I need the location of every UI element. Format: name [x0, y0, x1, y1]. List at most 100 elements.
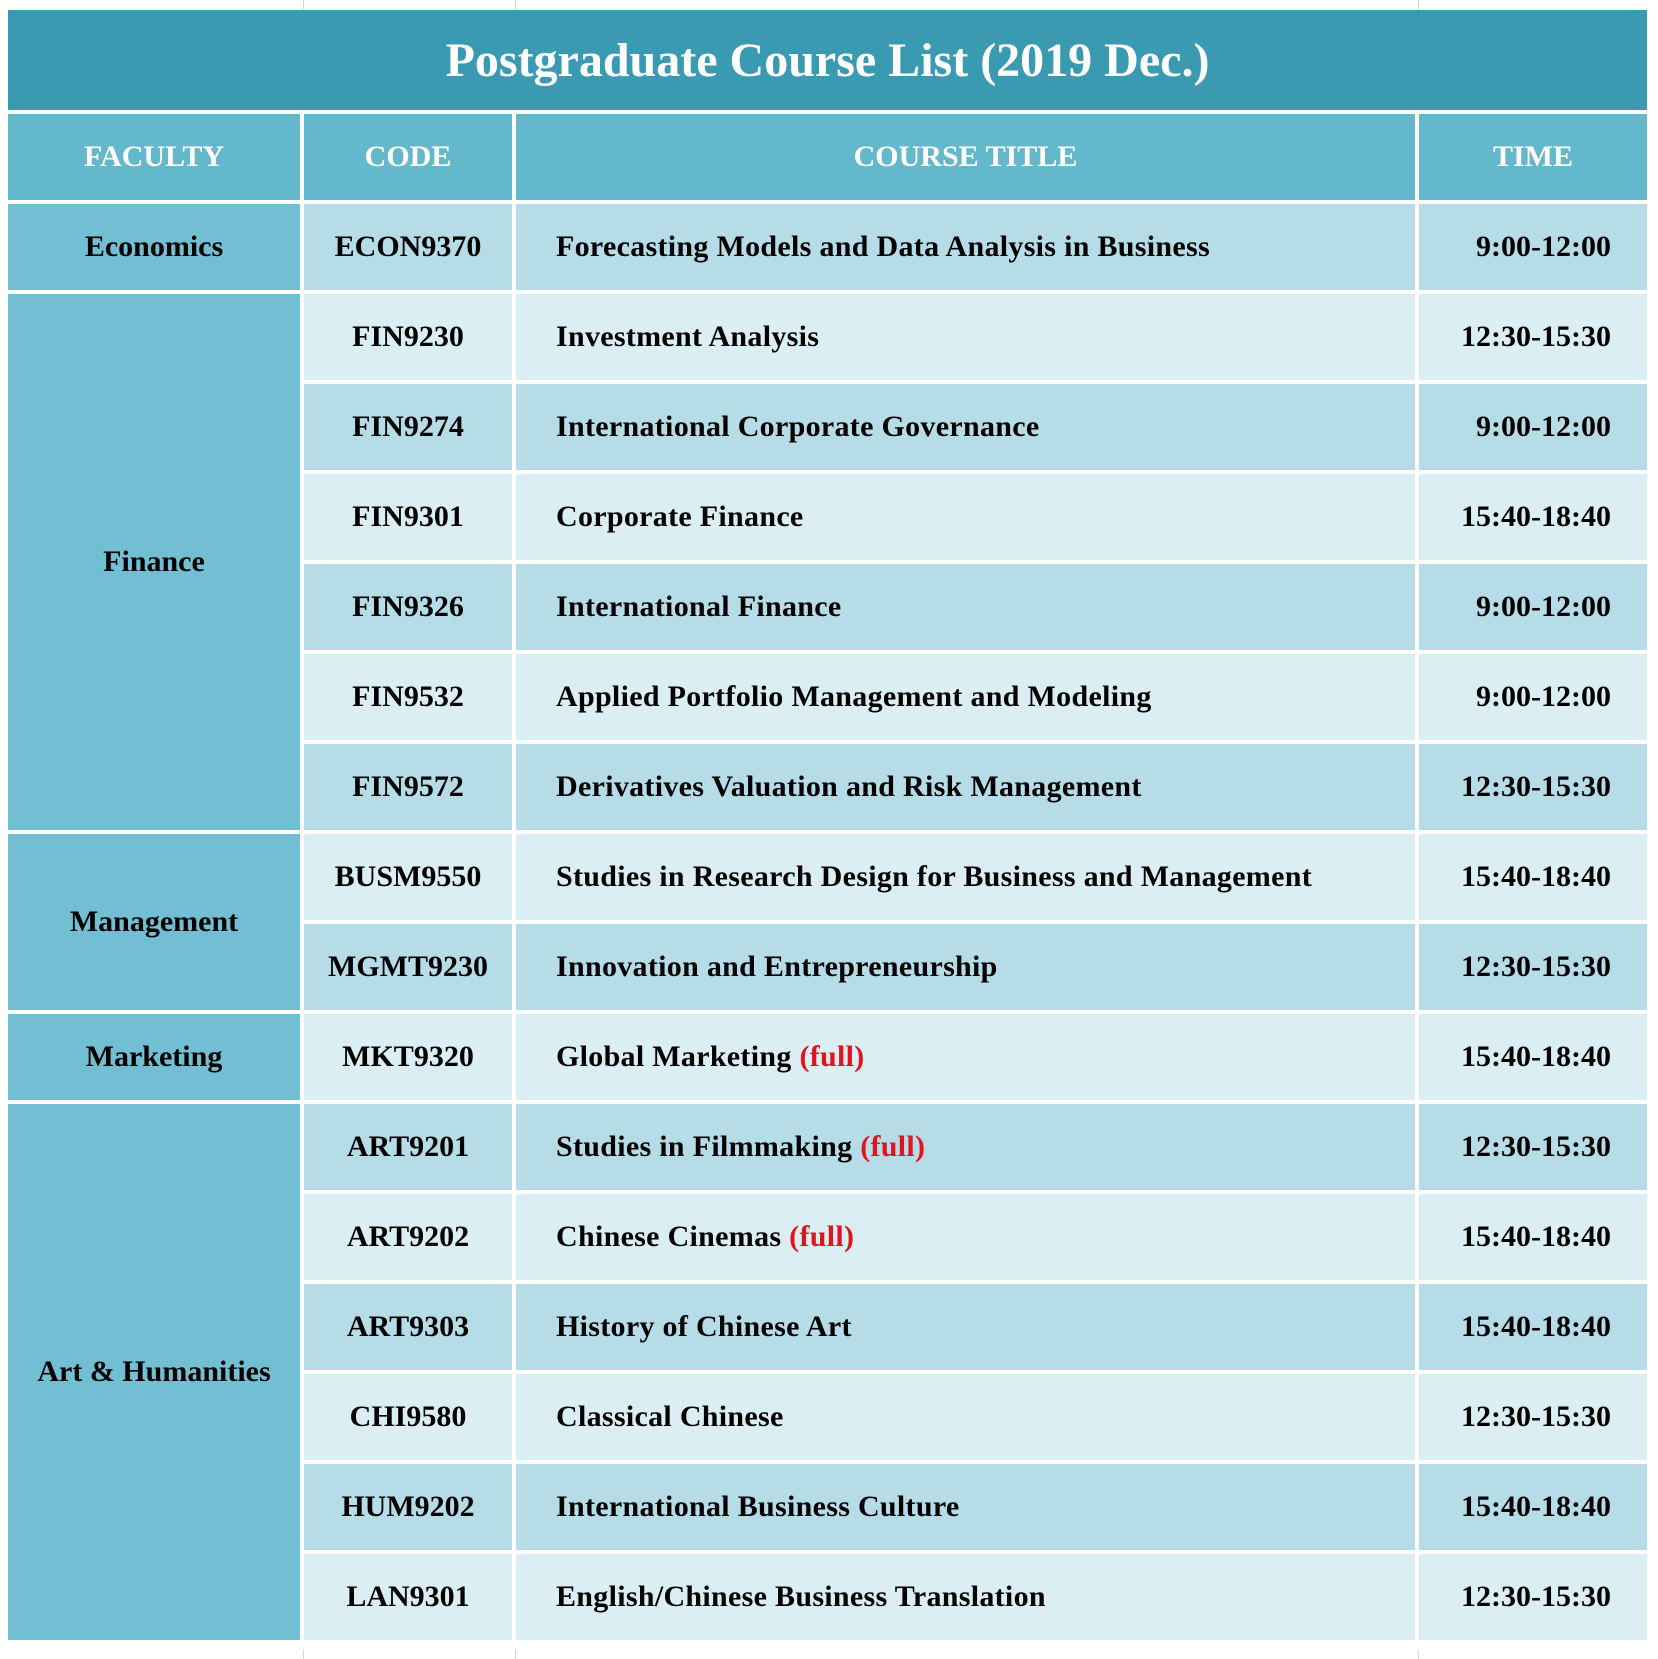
course-title-cell: Studies in Research Design for Business … — [516, 834, 1415, 920]
course-code: ART9303 — [304, 1284, 512, 1370]
course-table: Postgraduate Course List (2019 Dec.) FAC… — [4, 6, 1651, 1644]
course-code: FIN9301 — [304, 474, 512, 560]
gridline — [1418, 0, 1419, 10]
table-row: ART9303 History of Chinese Art 15:40-18:40 — [8, 1284, 1647, 1370]
course-code: FIN9572 — [304, 744, 512, 830]
course-title-cell: Global Marketing (full) — [516, 1014, 1415, 1100]
course-code: ECON9370 — [304, 204, 512, 290]
course-time: 9:00-12:00 — [1419, 564, 1647, 650]
course-time: 12:30-15:30 — [1419, 1104, 1647, 1190]
course-time: 15:40-18:40 — [1419, 1284, 1647, 1370]
course-time: 9:00-12:00 — [1419, 384, 1647, 470]
course-title: Forecasting Models and Data Analysis in … — [556, 230, 1210, 263]
course-title: Global Marketing — [556, 1040, 792, 1073]
course-title: Chinese Cinemas — [556, 1220, 782, 1253]
course-title-cell: English/Chinese Business Translation — [516, 1554, 1415, 1640]
course-title-cell: Investment Analysis — [516, 294, 1415, 380]
table-title: Postgraduate Course List (2019 Dec.) — [8, 10, 1647, 110]
course-title-cell: Innovation and Entrepreneurship — [516, 924, 1415, 1010]
gridline — [303, 1650, 304, 1659]
table-row: FIN9274 International Corporate Governanc… — [8, 384, 1647, 470]
course-title: Investment Analysis — [556, 320, 820, 353]
header-course-title: COURSE TITLE — [516, 114, 1415, 200]
table-row: FIN9326 International Finance 9:00-12:00 — [8, 564, 1647, 650]
course-code: ART9202 — [304, 1194, 512, 1280]
course-title: International Corporate Governance — [556, 410, 1040, 443]
table-row: LAN9301 English/Chinese Business Translat… — [8, 1554, 1647, 1640]
course-code: FIN9274 — [304, 384, 512, 470]
course-code: HUM9202 — [304, 1464, 512, 1550]
table-row: FIN9532 Applied Portfolio Management and … — [8, 654, 1647, 740]
table-row: CHI9580 Classical Chinese 12:30-15:30 — [8, 1374, 1647, 1460]
course-title: English/Chinese Business Translation — [556, 1580, 1046, 1613]
faculty-cell: Marketing — [8, 1014, 300, 1100]
course-title-cell: International Finance — [516, 564, 1415, 650]
header-faculty: FACULTY — [8, 114, 300, 200]
course-title: International Finance — [556, 590, 842, 623]
course-time: 12:30-15:30 — [1419, 924, 1647, 1010]
full-badge: (full) — [860, 1130, 926, 1163]
course-time: 12:30-15:30 — [1419, 294, 1647, 380]
course-title-cell: International Corporate Governance — [516, 384, 1415, 470]
course-title-cell: Derivatives Valuation and Risk Managemen… — [516, 744, 1415, 830]
header-row: FACULTY CODE COURSE TITLE TIME — [8, 114, 1647, 200]
course-title: Derivatives Valuation and Risk Managemen… — [556, 770, 1142, 803]
course-time: 12:30-15:30 — [1419, 1374, 1647, 1460]
faculty-cell: Art & Humanities — [8, 1104, 300, 1640]
course-code: FIN9532 — [304, 654, 512, 740]
course-time: 9:00-12:00 — [1419, 204, 1647, 290]
course-title-cell: Corporate Finance — [516, 474, 1415, 560]
course-time: 15:40-18:40 — [1419, 834, 1647, 920]
course-time: 15:40-18:40 — [1419, 1194, 1647, 1280]
course-time: 15:40-18:40 — [1419, 474, 1647, 560]
table-row: Art & Humanities ART9201 Studies in Filmma… — [8, 1104, 1647, 1640]
course-time: 15:40-18:40 — [1419, 1014, 1647, 1100]
course-title: Studies in Filmmaking — [556, 1130, 853, 1163]
course-title: Applied Portfolio Management and Modelin… — [556, 680, 1152, 713]
gridline — [515, 1650, 516, 1659]
course-title-cell: History of Chinese Art — [516, 1284, 1415, 1370]
course-title: Studies in Research Design for Business … — [556, 860, 1312, 893]
gridline — [515, 0, 516, 10]
course-title-cell: Studies in Filmmaking (full) — [516, 1104, 1415, 1190]
course-title-cell: Forecasting Models and Data Analysis in … — [516, 204, 1415, 290]
table-row: HUM9202 International Business Culture 15:… — [8, 1464, 1647, 1550]
faculty-cell: Finance — [8, 294, 300, 830]
course-time: 12:30-15:30 — [1419, 744, 1647, 830]
header-code: CODE — [304, 114, 512, 200]
course-time: 12:30-15:30 — [1419, 1554, 1647, 1640]
course-title: Corporate Finance — [556, 500, 804, 533]
full-badge: (full) — [799, 1040, 865, 1073]
table-row: Finance FIN9230 Investment Analysis 12:30-1… — [8, 294, 1647, 830]
course-title-cell: Classical Chinese — [516, 1374, 1415, 1460]
course-code: CHI9580 — [304, 1374, 512, 1460]
course-code: FIN9326 — [304, 564, 512, 650]
course-code: LAN9301 — [304, 1554, 512, 1640]
table-row: Management BUSM9550 Studies in Research De… — [8, 834, 1647, 1010]
table-row: FIN9572 Derivatives Valuation and Risk Ma… — [8, 744, 1647, 830]
table-row: Economics ECON9370 Forecasting Models and … — [8, 204, 1647, 290]
course-code: FIN9230 — [304, 294, 512, 380]
table-row: Marketing MKT9320 Global Marketing (full) 1… — [8, 1014, 1647, 1100]
faculty-cell: Management — [8, 834, 300, 1010]
course-time: 15:40-18:40 — [1419, 1464, 1647, 1550]
table-row: MGMT9230 Innovation and Entrepreneurship 1… — [8, 924, 1647, 1010]
faculty-cell: Economics — [8, 204, 300, 290]
course-title-cell: Applied Portfolio Management and Modelin… — [516, 654, 1415, 740]
table-row: FIN9301 Corporate Finance 15:40-18:40 — [8, 474, 1647, 560]
course-code: ART9201 — [304, 1104, 512, 1190]
course-title-cell: International Business Culture — [516, 1464, 1415, 1550]
gridline — [1418, 1650, 1419, 1659]
course-title-cell: Chinese Cinemas (full) — [516, 1194, 1415, 1280]
course-title: International Business Culture — [556, 1490, 960, 1523]
gridline — [303, 0, 304, 10]
course-code: BUSM9550 — [304, 834, 512, 920]
table-row: ART9202 Chinese Cinemas (full) 15:40-18:40 — [8, 1194, 1647, 1280]
header-time: TIME — [1419, 114, 1647, 200]
full-badge: (full) — [789, 1220, 855, 1253]
course-code: MKT9320 — [304, 1014, 512, 1100]
course-title: Innovation and Entrepreneurship — [556, 950, 998, 983]
course-code: MGMT9230 — [304, 924, 512, 1010]
course-time: 9:00-12:00 — [1419, 654, 1647, 740]
course-title: Classical Chinese — [556, 1400, 784, 1433]
